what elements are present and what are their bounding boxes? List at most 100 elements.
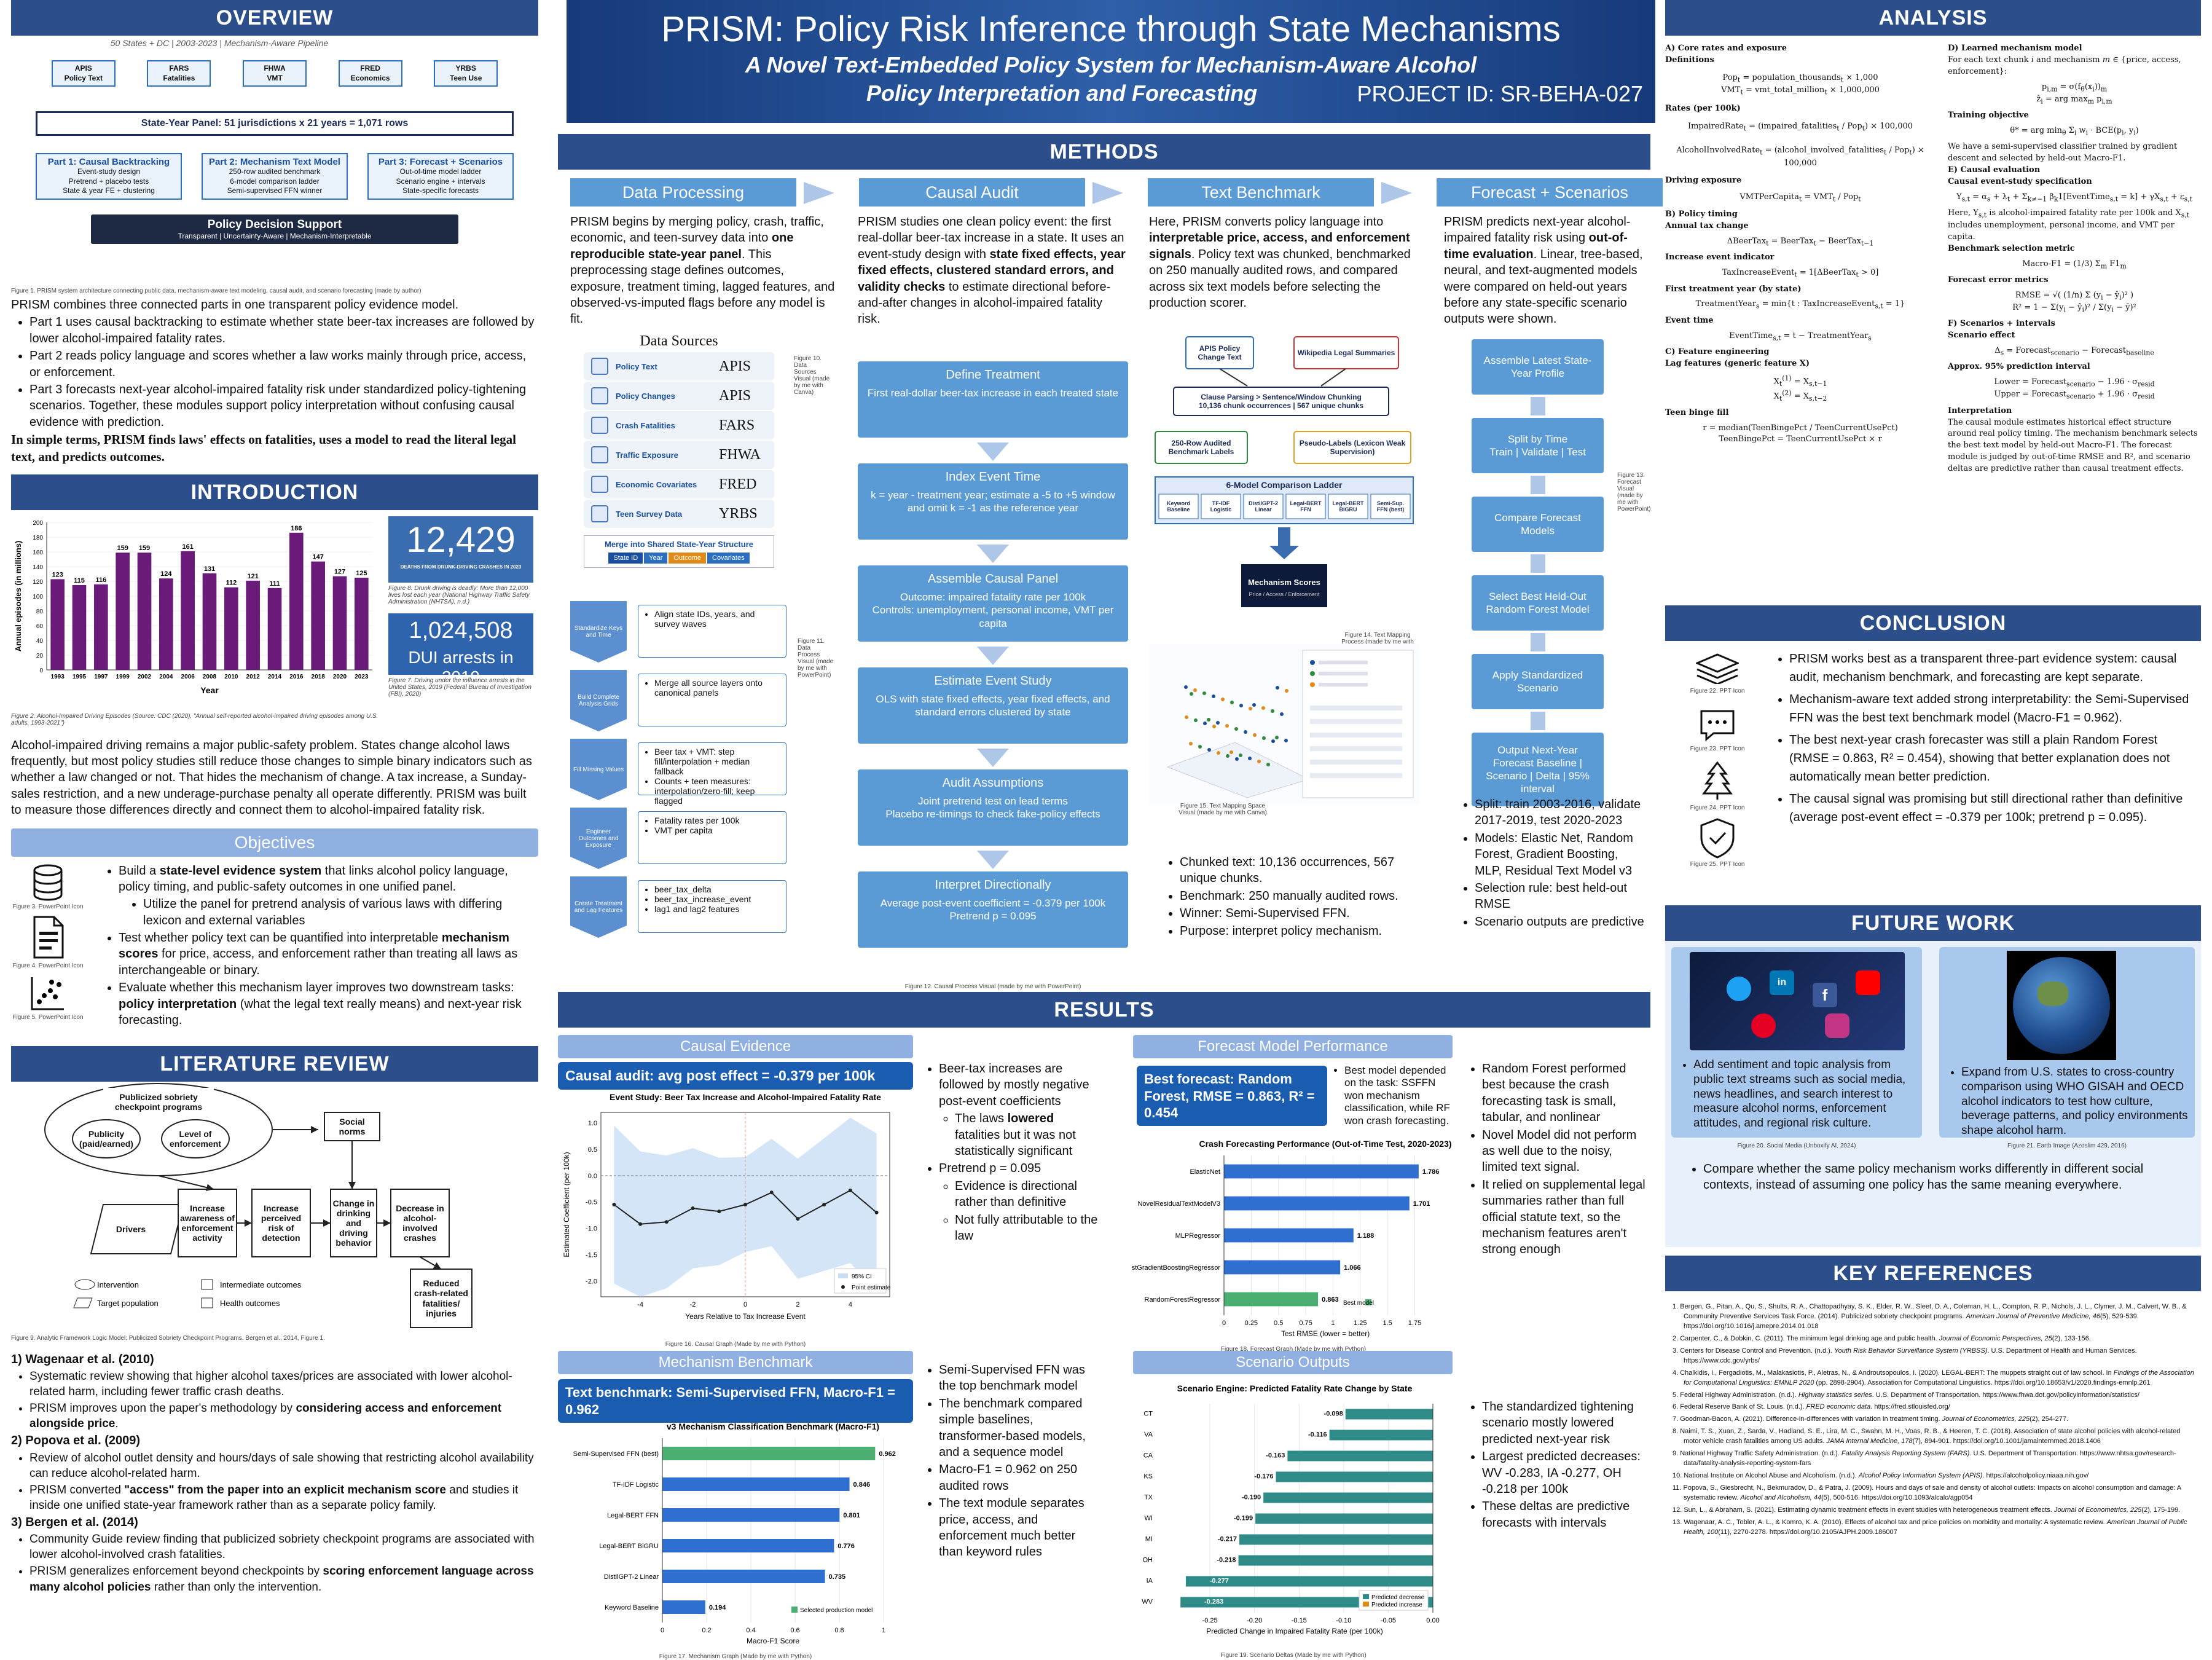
source-label: Economic Covariates xyxy=(616,480,719,489)
tb-space-point xyxy=(1193,688,1197,692)
fig16-caption: Figure 16. Causal Graph (Made by me with… xyxy=(558,1341,913,1348)
legend-label: Intermediate outcomes xyxy=(220,1280,302,1289)
tb-space-point xyxy=(1248,757,1252,760)
bar-value-label: 0.801 xyxy=(843,1512,860,1519)
bar xyxy=(662,1447,875,1460)
tb-space-legend-dot xyxy=(1310,660,1315,665)
legend-label: Health outcomes xyxy=(220,1299,280,1308)
step-text: beer_tax_deltabeer_tax_increase_eventlag… xyxy=(638,880,786,933)
bar-value-label: 127 xyxy=(334,568,345,575)
bar-value-label: 1.066 xyxy=(1344,1264,1361,1272)
tb-arrow xyxy=(1220,369,1247,386)
logic-drivers: Drivers xyxy=(92,1206,170,1253)
y-tick-label: -0.5 xyxy=(586,1199,597,1206)
bar-value-label: 116 xyxy=(95,576,106,583)
point-estimate xyxy=(717,1210,721,1213)
causal-step-title: Define Treatment xyxy=(863,368,1123,383)
bar-value-label: 111 xyxy=(269,580,280,587)
bar xyxy=(662,1508,839,1522)
part-title: Part 1: Causal Backtracking xyxy=(39,157,178,167)
bar xyxy=(1263,1493,1433,1503)
fig9-caption: Figure 9. Analytic Framework Logic Model… xyxy=(11,1335,538,1342)
conclusion-item: Mechanism-aware text added strong interp… xyxy=(1789,690,2200,727)
bar xyxy=(1224,1197,1410,1211)
legend-swatch xyxy=(1363,1594,1369,1599)
conclusion-header: CONCLUSION xyxy=(1665,605,2201,641)
x-tick-label: 2006 xyxy=(181,674,195,680)
tb-text: Here, PRISM converts policy language int… xyxy=(1149,214,1419,311)
tb-model-label: Legal-BERT FFN xyxy=(1287,495,1325,518)
methods-tab: Causal Audit xyxy=(859,178,1085,207)
objectives-list: Build a state-level evidence system that… xyxy=(100,862,526,1030)
objective-item: Build a state-level evidence system that… xyxy=(119,863,526,895)
lit-ref-title: 1) Wagenaar et al. (2010) xyxy=(11,1351,538,1367)
forecast-bar-chart: Crash Forecasting Performance (Out-of-Ti… xyxy=(1132,1133,1455,1350)
forecast-step: Assemble Latest State-Year Profile xyxy=(1472,339,1604,395)
tb-space-row xyxy=(1310,706,1402,710)
tb-space-point xyxy=(1207,718,1210,722)
y-tick-label: NovelResidualTextModelV3 xyxy=(1137,1200,1220,1208)
results-section: RESULTS xyxy=(558,992,1650,1028)
fig2-caption: Figure 2. Alcohol-Impaired Driving Episo… xyxy=(11,713,380,726)
x-tick-label: 2004 xyxy=(159,674,173,680)
point-estimate xyxy=(796,1217,799,1221)
source-agency: FHWA xyxy=(719,447,774,463)
tb-space-point xyxy=(1217,751,1220,755)
pipeline-caption: 50 States + DC | 2003-2023 | Mechanism-A… xyxy=(0,38,514,48)
legend-label: Point estimate xyxy=(852,1284,891,1291)
x-tick-label: 1999 xyxy=(116,674,130,680)
tb-model-label: Keyword Baseline xyxy=(1159,495,1198,518)
fig7-caption: Figure 7. Driving under the influence ar… xyxy=(388,677,533,698)
point-estimate xyxy=(743,1203,747,1206)
legend-label: Predicted decrease xyxy=(1371,1594,1425,1601)
logic-level: Level of enforcement xyxy=(163,1121,228,1157)
legend-swatch xyxy=(841,1285,845,1289)
down-arrow xyxy=(1531,554,1545,573)
step-chevron: Build Complete Analysis Grids xyxy=(570,670,627,731)
step-text: Fatality rates per 100kVMT per capita xyxy=(638,811,786,864)
logic-c2: Increase perceived risk of detection xyxy=(253,1190,309,1256)
reference-item: 5. Federal Highway Administration. (n.d.… xyxy=(1673,1391,2195,1401)
fig20-caption: Figure 20. Social Media (Unboxify AI, 20… xyxy=(1671,1143,1922,1149)
result-sub-bullet: The laws lowered fatalities but it was n… xyxy=(955,1111,1099,1159)
y-tick-label: 200 xyxy=(33,520,43,527)
ca-text: PRISM studies one clean policy event: th… xyxy=(858,214,1128,328)
y-tick-label: TX xyxy=(1144,1493,1153,1501)
bar-value-label: 131 xyxy=(204,565,215,572)
y-tick-label: RandomForestRegressor xyxy=(1145,1296,1221,1304)
references-list: 1. Bergen, G., Pitan, A., Qu, S., Shults… xyxy=(1665,1291,2201,1538)
bar xyxy=(138,553,152,670)
bar-value-label: 159 xyxy=(139,545,150,552)
poster-subtitle-1: A Novel Text-Embedded Policy System for … xyxy=(567,52,1655,78)
tb-pseudo: Pseudo-Labels (Lexicon Weak Supervision) xyxy=(1295,432,1410,463)
methods-tab: Data Processing xyxy=(570,178,796,207)
deaths-label: DEATHS FROM DRUNK-DRIVING CRASHES IN 202… xyxy=(388,564,533,570)
fc-bullet: Selection rule: best held-out RMSE xyxy=(1475,880,1647,913)
result-bullet: It relied on supplemental legal summarie… xyxy=(1482,1177,1650,1258)
x-tick-label: 2002 xyxy=(138,674,152,680)
tb-space-row xyxy=(1310,746,1402,751)
x-tick-label: 2010 xyxy=(224,674,238,680)
forecast-pill: Best forecast: Random Forest, RMSE = 0.8… xyxy=(1137,1066,1327,1126)
x-tick-label: 1 xyxy=(882,1627,885,1634)
x-tick-label: 0 xyxy=(661,1627,664,1634)
y-tick-label: TF-IDF Logistic xyxy=(613,1481,659,1489)
step-bullet: VMT per capita xyxy=(654,825,780,835)
y-tick-label: Legal-BERT FFN xyxy=(607,1512,659,1519)
y-tick-label: CT xyxy=(1143,1410,1153,1417)
mechanism-sub: Mechanism Benchmark xyxy=(558,1351,913,1374)
tb-parse-line1: Clause Parsing > Sentence/Window Chunkin… xyxy=(1201,393,1362,401)
legend-label: Best model xyxy=(1343,1300,1374,1307)
causal-pill: Causal audit: avg post effect = -0.379 p… xyxy=(558,1062,913,1090)
bar xyxy=(311,561,325,669)
y-tick-label: OH xyxy=(1143,1556,1153,1564)
y-tick-label: 20 xyxy=(36,653,44,659)
tb-parse-line2: 10,136 chunk occurrences | 567 unique ch… xyxy=(1199,401,1363,410)
y-tick-label: WI xyxy=(1145,1514,1153,1522)
